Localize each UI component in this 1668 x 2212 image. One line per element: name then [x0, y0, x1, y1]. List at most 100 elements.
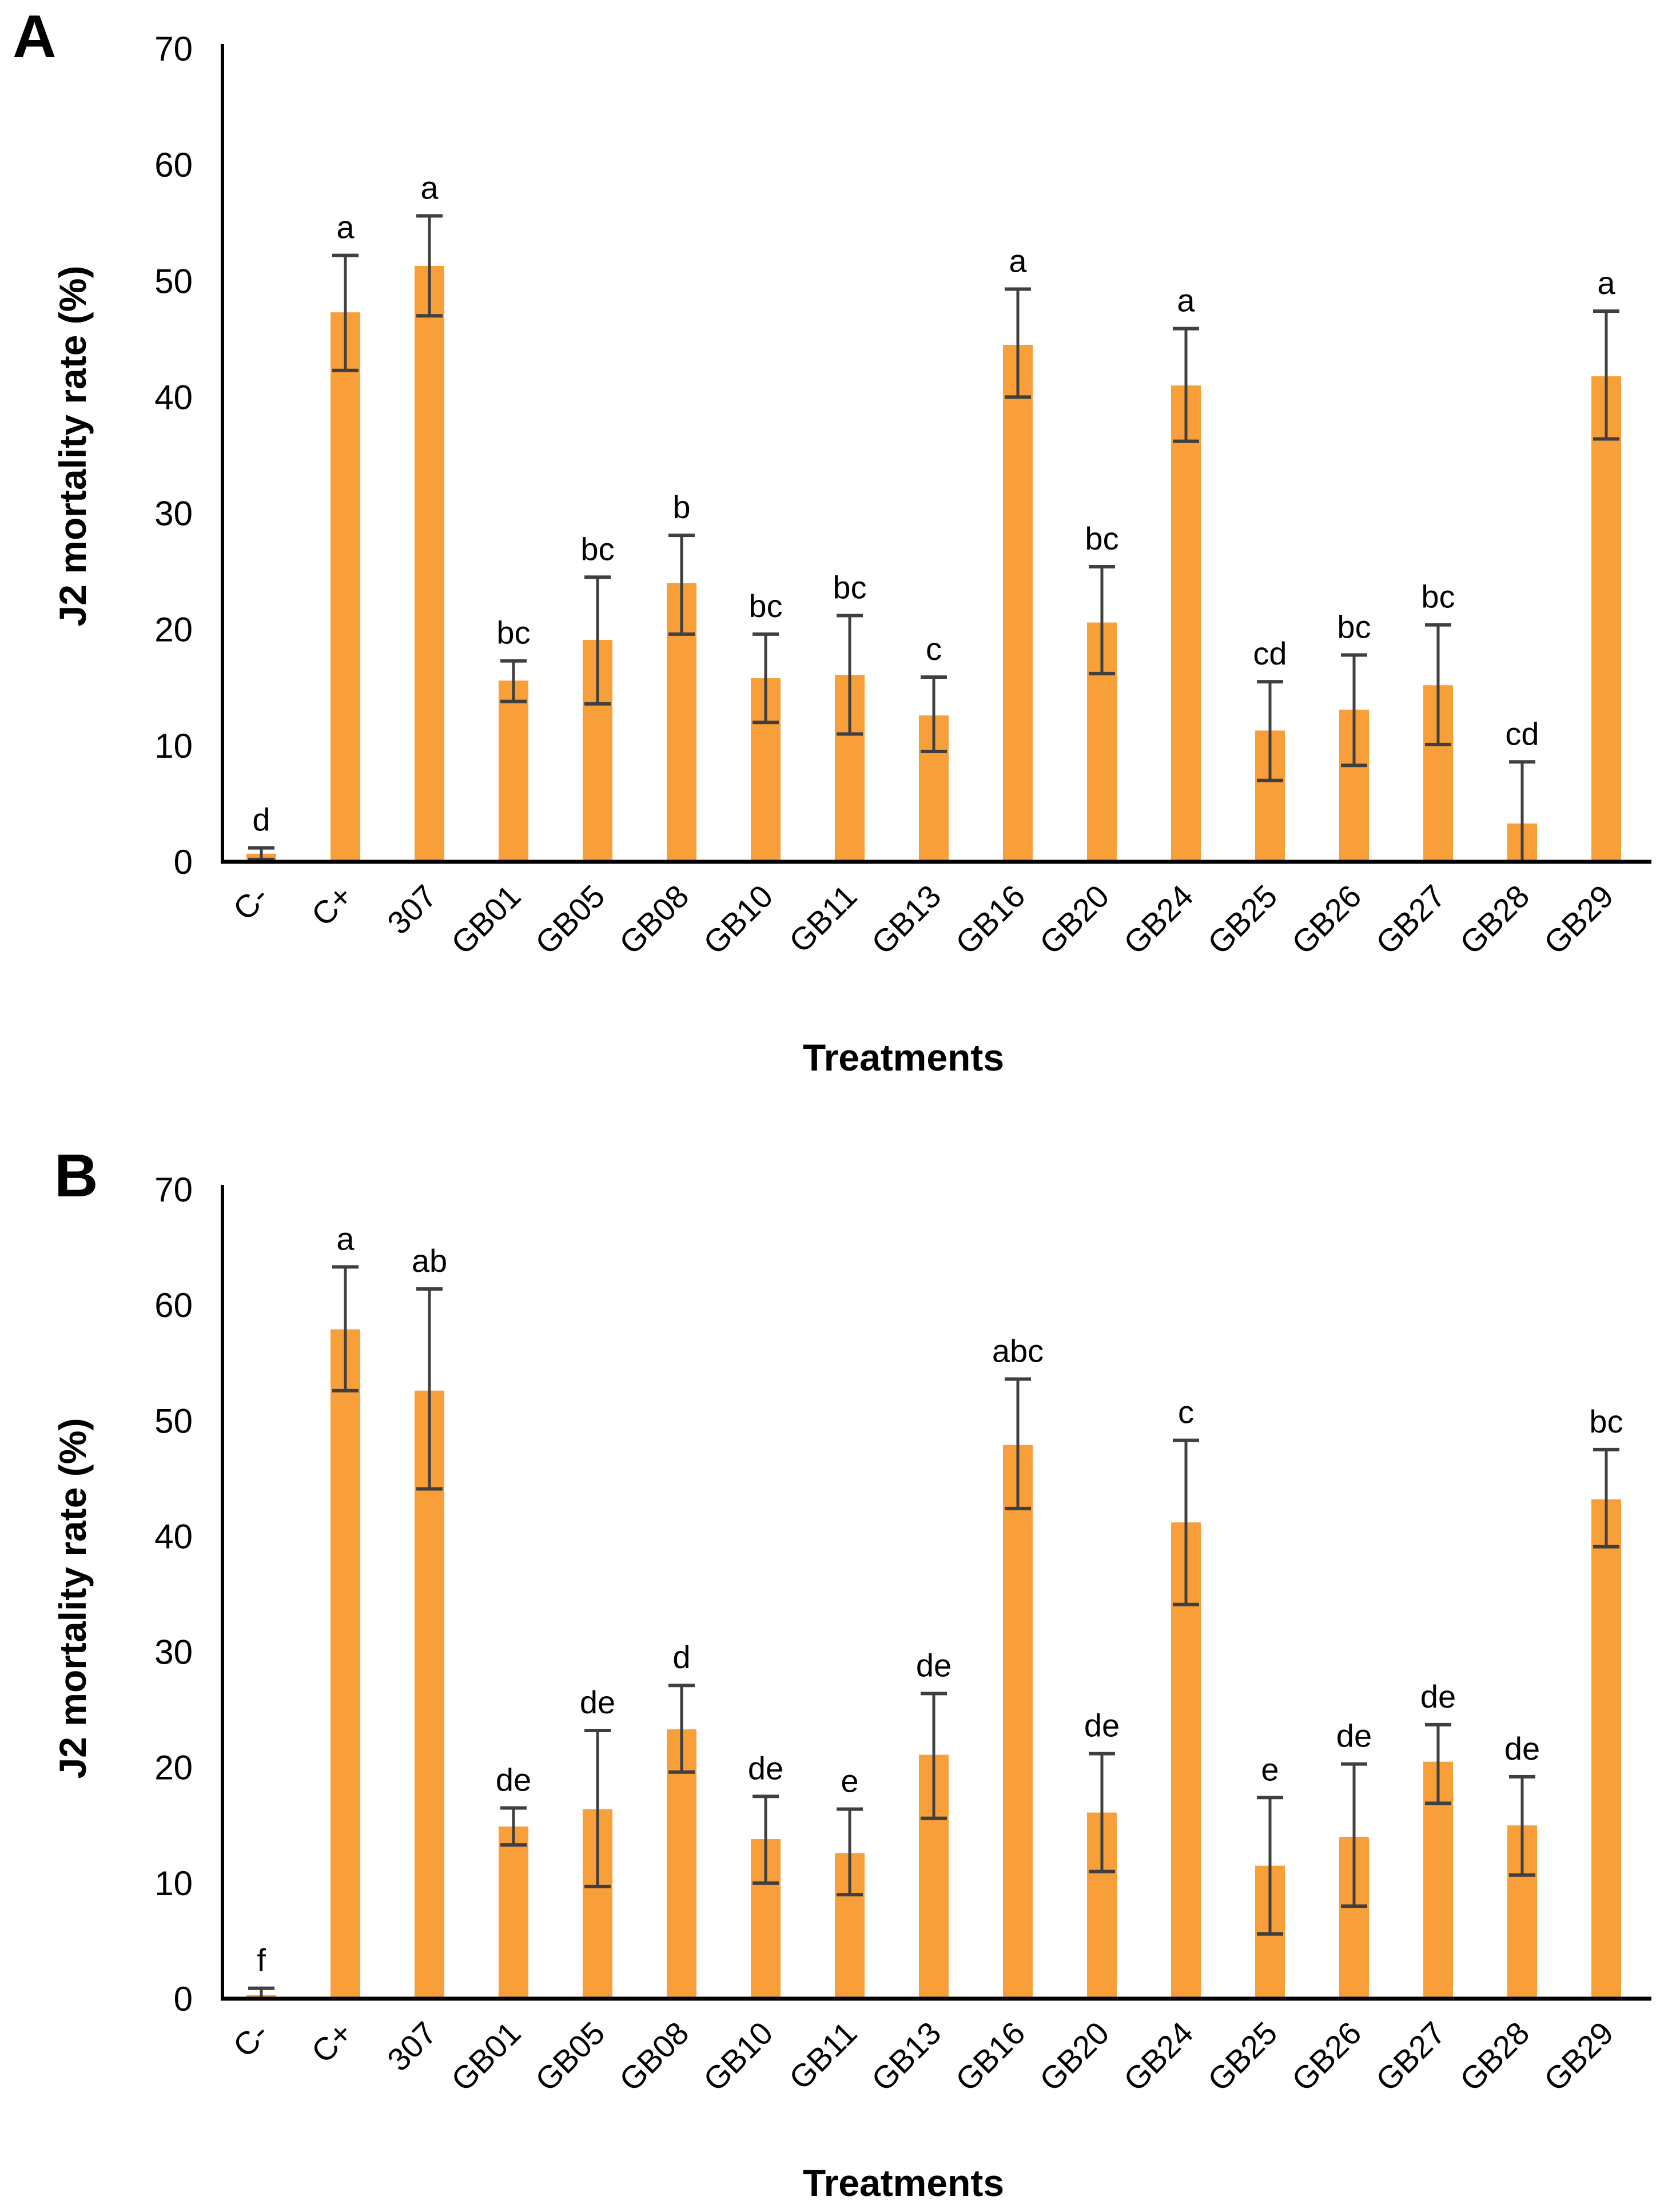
panel-a-sig-letter-GB11: bc — [833, 569, 866, 605]
panel-b-sig-letter-GB29: bc — [1589, 1403, 1623, 1439]
panel-a-x-tick-label: GB08 — [612, 878, 696, 961]
panel-a-x-tick-label: GB28 — [1453, 878, 1536, 961]
panel-a-sig-letter-GB10: bc — [749, 588, 782, 624]
panel-b-x-tick-label: GB13 — [865, 2015, 948, 2098]
panel-b-label: B — [54, 1142, 98, 1210]
panel-b-x-tick-label: GB16 — [949, 2015, 1032, 2098]
panel-a-x-tick-label: C+ — [304, 878, 359, 933]
panel-a-x-tick-label: 307 — [380, 878, 444, 941]
panel-b-y-tick-label: 20 — [154, 1749, 193, 1787]
panel-a-x-tick-label: GB10 — [696, 878, 780, 961]
panel-b-sig-letter-GB20: de — [1084, 1707, 1120, 1743]
panel-b-bar-GB01 — [499, 1826, 528, 1999]
panel-b-y-axis-title: J2 mortality rate (%) — [51, 1418, 94, 1779]
panel-a-bar-C+ — [331, 312, 360, 862]
panel-b-sig-letter-GB24: c — [1178, 1394, 1194, 1430]
panel-b-bar-C+ — [331, 1329, 360, 1999]
panel-a-y-axis-title: J2 mortality rate (%) — [51, 266, 94, 627]
panel-a-bar-307 — [415, 265, 444, 862]
panel-a-sig-letter-C-: d — [252, 802, 270, 838]
panel-b-sig-letter-GB25: e — [1261, 1751, 1279, 1787]
panel-b-sig-letter-C-: f — [257, 1942, 266, 1978]
panel-a-y-tick-label: 10 — [154, 727, 193, 765]
panel-a-x-axis-title: Treatments — [803, 1036, 1004, 1079]
panel-b-x-tick-label: GB11 — [782, 2015, 864, 2096]
panel-a-y-tick-label: 50 — [154, 262, 193, 300]
panel-b-x-tick-label: GB01 — [444, 2015, 528, 2098]
panel-b-x-tick-label: 307 — [380, 2015, 444, 2078]
panel-a-x-tick-label: GB26 — [1285, 878, 1368, 961]
panel-a-y-tick-label: 70 — [154, 30, 193, 68]
panel-a-y-tick-label: 0 — [174, 843, 193, 881]
panel-b-sig-letter-GB26: de — [1336, 1718, 1372, 1754]
panel-a-sig-letter-GB27: bc — [1421, 579, 1455, 615]
panel-b-x-tick-label: GB08 — [612, 2015, 696, 2098]
panel-a-x-tick-label: GB13 — [865, 878, 948, 961]
panel-a-x-tick-label: GB11 — [782, 878, 864, 960]
panel-a-sig-letter-GB01: bc — [496, 615, 530, 651]
panel-a-sig-letter-GB20: bc — [1085, 520, 1118, 556]
panel-a-x-tick-label: GB29 — [1537, 878, 1621, 961]
panel-b-y-tick-label: 60 — [154, 1286, 193, 1324]
panel-b-x-tick-label: GB26 — [1285, 2015, 1368, 2098]
panel-a-sig-letter-GB28: cd — [1505, 715, 1539, 751]
panel-a-sig-letter-GB05: bc — [580, 531, 614, 567]
panel-a-x-tick-label: GB24 — [1117, 878, 1200, 961]
panel-b-sig-letter-GB01: de — [496, 1761, 531, 1797]
panel-b-x-tick-label: GB10 — [696, 2015, 780, 2098]
panel-b-sig-letter-GB10: de — [748, 1750, 783, 1786]
panel-a-label: A — [13, 3, 57, 70]
panel-b-x-tick-label: C+ — [304, 2015, 359, 2070]
panel-a-sig-letter-GB13: c — [926, 631, 942, 667]
panel-b-x-tick-label: GB29 — [1537, 2015, 1621, 2098]
panel-b-sig-letter-C+: a — [336, 1220, 355, 1256]
panel-b-y-tick-label: 50 — [154, 1402, 193, 1440]
panel-a-bar-GB24 — [1171, 385, 1201, 862]
panel-a-sig-letter-GB16: a — [1009, 243, 1027, 279]
panel-b-sig-letter-GB28: de — [1504, 1730, 1540, 1767]
panel-b-x-tick-label: GB24 — [1117, 2015, 1200, 2098]
panel-b-sig-letter-GB27: de — [1420, 1678, 1456, 1714]
panel-b-x-tick-label: GB25 — [1201, 2015, 1284, 2098]
panel-b-y-tick-label: 10 — [154, 1864, 193, 1903]
panel-a-sig-letter-GB25: cd — [1253, 635, 1287, 671]
panel-b-x-tick-label: C- — [226, 2015, 275, 2064]
panel-a-bar-GB16 — [1003, 345, 1033, 862]
panel-b-sig-letter-307: ab — [412, 1243, 447, 1279]
panel-b-x-tick-label: GB20 — [1033, 2015, 1116, 2098]
panel-a-y-tick-label: 20 — [154, 611, 193, 649]
panel-a-sig-letter-C+: a — [336, 209, 355, 245]
panel-a-bar-GB29 — [1591, 376, 1621, 862]
panel-a-x-tick-label: GB20 — [1033, 878, 1116, 961]
panel-b-sig-letter-GB11: e — [841, 1763, 858, 1799]
panel-b-y-tick-label: 30 — [154, 1633, 193, 1672]
panel-a-x-tick-label: GB05 — [528, 878, 612, 961]
panel-b-sig-letter-GB05: de — [580, 1684, 615, 1720]
panel-a-x-tick-label: C- — [226, 878, 275, 927]
panel-a-x-tick-label: GB27 — [1369, 878, 1452, 961]
panel-a-sig-letter-GB08: b — [672, 489, 690, 525]
panel-a-x-tick-label: GB25 — [1201, 878, 1284, 961]
panel-a-sig-letter-GB26: bc — [1337, 608, 1371, 644]
panel-a-y-tick-label: 30 — [154, 495, 193, 533]
panel-a-sig-letter-GB29: a — [1597, 265, 1615, 301]
panel-a-y-tick-label: 40 — [154, 378, 193, 416]
panel-a-sig-letter-GB24: a — [1177, 283, 1195, 319]
panel-b-sig-letter-GB13: de — [916, 1647, 952, 1683]
panel-b-bar-GB08 — [667, 1729, 696, 1999]
panel-a-y-tick-label: 60 — [154, 146, 193, 184]
panel-b-y-tick-label: 0 — [174, 1980, 193, 2018]
panel-b-x-tick-label: GB27 — [1369, 2015, 1452, 2098]
panel-b-bar-307 — [415, 1390, 444, 1999]
panel-b-bar-GB29 — [1591, 1499, 1621, 1999]
panel-b-y-tick-label: 70 — [154, 1171, 193, 1209]
panel-a-x-tick-label: GB01 — [444, 878, 528, 961]
panel-b-x-tick-label: GB28 — [1453, 2015, 1536, 2098]
panel-a-sig-letter-307: a — [420, 170, 439, 206]
panel-b-sig-letter-GB16: abc — [992, 1333, 1044, 1369]
panel-a-x-tick-label: GB16 — [949, 878, 1032, 961]
panel-b-bar-GB16 — [1003, 1445, 1033, 1999]
panel-b-sig-letter-GB08: d — [672, 1639, 690, 1675]
